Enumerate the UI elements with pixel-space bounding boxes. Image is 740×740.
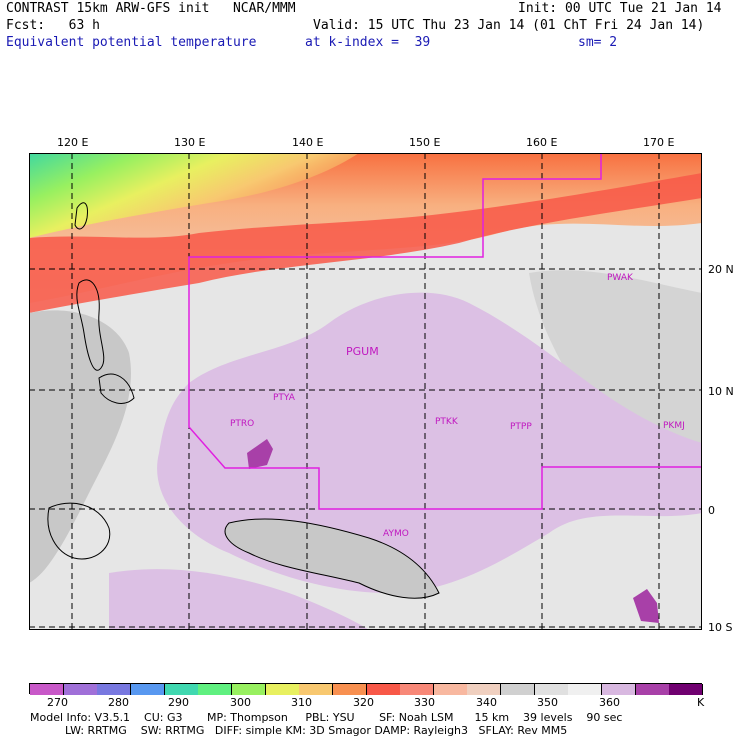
graticule [29,153,702,630]
colorbar-swatch [534,684,569,695]
colorbar-swatch [467,684,502,695]
coastline-new-guinea [224,518,440,599]
colorbar-label-320: 320 [353,696,374,709]
station-ptpp: PTPP [510,422,532,432]
colorbar-swatch [63,684,98,695]
lat-label-20n: 20 N [708,263,734,276]
model-info-line1: Model Info: V3.5.1 CU: G3 MP: Thompson P… [30,711,623,724]
colorbar-swatch [602,684,637,695]
colorbar-label-330: 330 [414,696,435,709]
colorbar-swatch [299,684,334,695]
colorbar-label-300: 300 [230,696,251,709]
purple-spot-west [247,439,273,469]
coastline-taiwan [74,202,88,230]
colorbar-swatch [501,684,536,695]
colorbar-swatch [635,684,670,695]
level-index: at k-index = 39 [305,35,431,50]
station-pkmj: PKMJ [663,421,685,431]
gray-region-nw [29,310,131,583]
coastline-borneo-sulawesi [47,502,111,560]
lon-label-160: 160 E [526,136,558,149]
lon-label-150: 150 E [409,136,441,149]
lon-label-140: 140 E [292,136,324,149]
theta-e-map [29,153,702,630]
colorbar-swatch [433,684,468,695]
colorbar-swatch [130,684,165,695]
colorbar-swatch [669,684,704,695]
colorbar-label-360: 360 [599,696,620,709]
colorbar [29,683,704,695]
colorbar-swatch [97,684,132,695]
colorbar-swatch [30,684,64,695]
lon-label-120: 120 E [57,136,89,149]
lon-label-170: 170 E [643,136,675,149]
colorbar-label-310: 310 [291,696,312,709]
colorbar-swatch [366,684,401,695]
cool-nw-region [29,153,359,238]
colorbar-label-280: 280 [108,696,129,709]
map-frame [29,153,702,630]
lat-label-10n: 10 N [708,385,734,398]
colorbar-swatch [265,684,300,695]
lon-label-130: 130 E [174,136,206,149]
coastline-visayas [98,373,135,404]
station-ptya: PTYA [273,393,295,403]
lilac-region-south [109,569,369,630]
colorbar-swatch [332,684,367,695]
colorbar-swatch [400,684,435,695]
colorbar-label-340: 340 [476,696,497,709]
station-aymo: AYMO [383,529,409,539]
purple-spot-south [633,589,659,623]
valid-time: Valid: 15 UTC Thu 23 Jan 14 (01 ChT Fri … [313,18,705,33]
smoothing: sm= 2 [578,35,618,50]
coastline-luzon [76,279,105,371]
field-name: Equivalent potential temperature [6,35,257,50]
lat-label-0: 0 [708,504,715,517]
colorbar-swatch [164,684,199,695]
init-time: Init: 00 UTC Tue 21 Jan 14 [518,1,722,16]
lat-label-10s: 10 S [708,621,733,634]
model-title: CONTRAST 15km ARW-GFS init NCAR/MMM [6,1,296,16]
station-pgum: PGUM [346,345,379,358]
hot-band [29,173,702,313]
station-ptro: PTRO [230,419,255,429]
lilac-region-central [157,292,702,593]
colorbar-label-350: 350 [537,696,558,709]
area-boundary [188,153,702,510]
colorbar-swatch [198,684,233,695]
station-ptkk: PTKK [435,417,458,427]
forecast-hour: Fcst: 63 h [6,18,100,33]
colorbar-swatch [231,684,266,695]
colorbar-label-270: 270 [47,696,68,709]
colorbar-unit: K [697,696,705,709]
colorbar-label-290: 290 [168,696,189,709]
station-pwak: PWAK [607,273,633,283]
colorbar-swatch [568,684,603,695]
model-info-line2: LW: RRTMG SW: RRTMG DIFF: simple KM: 3D … [30,724,568,737]
